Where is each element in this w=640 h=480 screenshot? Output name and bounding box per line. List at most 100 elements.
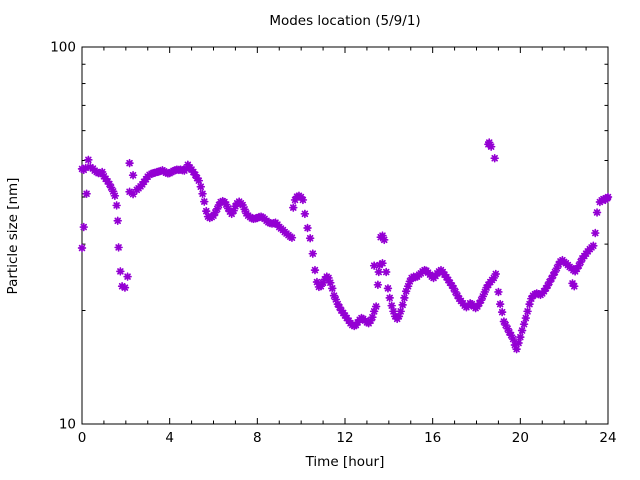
data-point-marker	[108, 187, 118, 196]
data-point-marker	[125, 187, 134, 197]
data-point-marker	[548, 271, 558, 280]
data-point-marker	[229, 206, 238, 215]
data-point-marker	[378, 258, 387, 268]
x-tick-label: 12	[336, 430, 353, 446]
data-point-marker	[394, 312, 404, 321]
data-point-marker	[84, 155, 93, 165]
data-point-marker	[324, 273, 333, 283]
data-point-marker	[486, 142, 496, 151]
data-point-marker	[335, 303, 344, 312]
data-point-marker	[368, 312, 377, 322]
data-point-marker	[519, 319, 529, 329]
data-point-marker	[300, 209, 310, 219]
data-point-marker	[209, 211, 218, 220]
data-point-marker	[527, 294, 536, 303]
data-point-marker	[387, 301, 396, 310]
data-point-marker	[491, 269, 501, 279]
data-point-marker	[123, 272, 132, 281]
data-point-marker	[326, 278, 335, 287]
data-points-layer	[77, 138, 613, 354]
data-point-marker	[400, 293, 409, 303]
data-point-marker	[451, 287, 460, 297]
data-point-marker	[591, 228, 600, 238]
data-point-marker	[501, 320, 510, 330]
data-point-marker	[117, 281, 127, 291]
data-point-marker	[305, 233, 315, 243]
axis-ticks: 0 4 8 12 16 20 24 10 100	[50, 40, 616, 447]
data-point-marker	[316, 281, 326, 291]
data-point-marker	[194, 176, 204, 185]
data-point-marker	[82, 189, 91, 199]
data-point-marker	[366, 316, 375, 325]
data-point-marker	[113, 216, 122, 226]
data-point-marker	[312, 277, 322, 287]
data-point-marker	[499, 317, 509, 326]
data-point-marker	[308, 249, 318, 258]
data-point-marker	[389, 307, 398, 316]
data-point-marker	[484, 138, 494, 147]
data-point-marker	[200, 197, 209, 206]
data-point-marker	[543, 281, 552, 290]
data-point-marker	[112, 201, 121, 210]
data-point-marker	[514, 338, 523, 348]
data-point-marker	[196, 182, 206, 191]
data-point-marker	[475, 299, 484, 308]
data-point-marker	[221, 200, 231, 209]
data-point-marker	[116, 267, 125, 276]
data-point-marker	[212, 204, 222, 214]
x-tick-label: 0	[78, 430, 87, 446]
data-point-marker	[569, 281, 579, 291]
data-point-marker	[329, 291, 339, 300]
data-point-marker	[287, 233, 297, 242]
data-point-marker	[374, 267, 384, 277]
data-point-marker	[589, 241, 598, 251]
data-point-marker	[369, 307, 379, 316]
x-tick-label: 24	[599, 430, 616, 446]
data-point-marker	[211, 208, 220, 217]
data-point-marker	[79, 222, 89, 232]
data-point-marker	[508, 334, 518, 344]
data-point-marker	[191, 170, 200, 180]
data-point-marker	[120, 283, 130, 292]
data-point-marker	[592, 208, 602, 217]
data-point-marker	[125, 158, 134, 168]
x-tick-label: 16	[424, 430, 441, 446]
data-point-marker	[289, 203, 298, 212]
data-point-marker	[290, 195, 300, 205]
data-point-marker	[231, 202, 240, 211]
data-point-marker	[318, 278, 328, 287]
y-tick-label: 100	[50, 40, 76, 56]
data-point-marker	[523, 307, 532, 316]
data-point-marker	[331, 295, 341, 304]
data-point-marker	[86, 162, 95, 172]
data-point-marker	[378, 231, 387, 240]
data-point-marker	[490, 153, 499, 163]
data-point-marker	[525, 299, 534, 309]
data-point-marker	[379, 235, 389, 245]
data-point-marker	[516, 332, 525, 342]
data-point-marker	[369, 261, 379, 270]
data-point-marker	[114, 243, 123, 252]
data-point-marker	[473, 302, 482, 311]
data-point-marker	[550, 267, 560, 277]
data-point-marker	[521, 313, 531, 323]
data-point-marker	[494, 287, 503, 297]
data-point-marker	[489, 273, 499, 283]
chart-title: Modes location (5/9/1)	[269, 13, 420, 29]
data-point-marker	[554, 260, 563, 269]
y-tick-label: 10	[59, 417, 76, 433]
data-point-marker	[202, 206, 211, 216]
data-point-marker	[603, 192, 613, 202]
data-point-marker	[373, 280, 383, 290]
x-tick-label: 4	[165, 430, 174, 446]
data-point-marker	[371, 302, 381, 311]
data-point-marker	[512, 344, 521, 354]
x-tick-label: 8	[253, 430, 262, 446]
data-point-marker	[328, 284, 337, 293]
data-point-marker	[576, 257, 585, 267]
data-point-marker	[105, 179, 114, 189]
data-point-marker	[495, 299, 505, 309]
data-point-marker	[453, 291, 462, 300]
